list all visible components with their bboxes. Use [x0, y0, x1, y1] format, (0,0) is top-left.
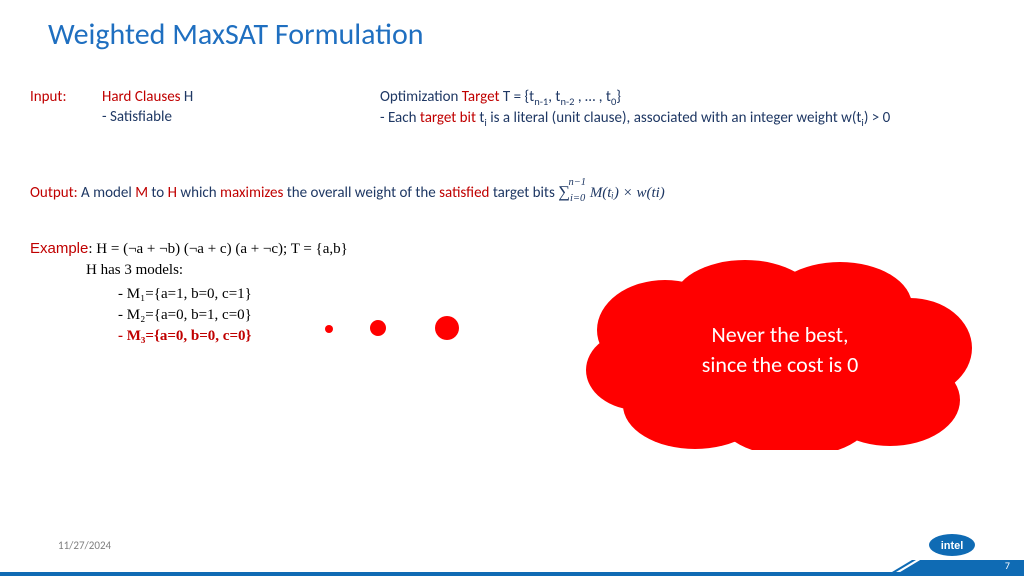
opt-target-word: Target [462, 88, 500, 106]
output-line: Output: A model M to H which maximizes t… [30, 182, 665, 204]
hard-clauses-line: Hard Clauses H [102, 88, 193, 106]
satisfiable-line: - Satisfiable [102, 108, 172, 126]
out-sat: satisfied [439, 184, 489, 202]
input-label: Input: [30, 88, 66, 106]
example-def: : H = (¬a + ¬b) (¬a + c) (a + ¬c); T = {… [88, 241, 348, 257]
thought-dot-1 [325, 325, 333, 333]
opt-rest1: T = {t [500, 88, 535, 106]
out-mid2: which [177, 184, 220, 202]
out-H: H [168, 184, 177, 202]
hard-clauses-text: Hard Clauses [102, 88, 181, 106]
thought-dot-3 [435, 316, 459, 340]
model-3: - M₃={a=0, b=0, c=0} [118, 326, 252, 347]
out-mid4: target bits [489, 184, 558, 202]
out-mid1: to [148, 184, 168, 202]
each-target-bit: target bit [420, 109, 476, 127]
model-list: - M₁={a=1, b=0, c=1} - M₂={a=0, b=1, c=0… [118, 284, 252, 347]
opt-sub2: n-2 [560, 95, 574, 108]
output-label: Output: [30, 184, 78, 202]
opt-rest2: , t [548, 88, 560, 106]
sum-lo: i=0 [570, 193, 585, 204]
footer-bar [0, 560, 1024, 576]
slide: Weighted MaxSAT Formulation Input: Hard … [0, 0, 1024, 576]
cloud-line1: Never the best, [712, 321, 849, 348]
thought-dot-2 [370, 320, 386, 336]
out-pre: A model [78, 184, 136, 202]
cloud-text: Never the best, since the cost is 0 [600, 320, 960, 379]
example-line: Example: H = (¬a + ¬b) (¬a + c) (a + ¬c)… [30, 240, 348, 258]
model-1: - M₁={a=1, b=0, c=1} [118, 284, 252, 305]
opt-rest3: , … , t [575, 88, 611, 106]
out-M: M [135, 184, 148, 202]
example-label: Example [30, 240, 88, 257]
page-number: 7 [1005, 559, 1010, 572]
hard-symbol: H [181, 88, 194, 106]
each-mid3: ) > 0 [864, 109, 890, 127]
opt-rest4: } [616, 88, 621, 106]
intel-logo: intel [928, 533, 976, 562]
each-target-bit-line: - Each target bit ti is a literal (unit … [380, 108, 980, 130]
each-mid2: is a literal (unit clause), associated w… [487, 109, 862, 127]
footer-date: 11/27/2024 [58, 539, 111, 552]
sum-expr: ∑i=0n−1 M(tᵢ) × w(ti) [558, 185, 665, 201]
cloud-line2: since the cost is 0 [702, 351, 858, 378]
out-max: maximizes [220, 184, 283, 202]
opt-sub1: n-1 [534, 95, 548, 108]
logo-text: intel [941, 540, 964, 552]
models-header: H has 3 models: [86, 262, 183, 279]
sum-hi: n−1 [568, 177, 586, 188]
slide-title: Weighted MaxSAT Formulation [48, 16, 424, 53]
out-mid3: the overall weight of the [283, 184, 439, 202]
each-pre: - Each [380, 109, 420, 127]
sum-body: M(tᵢ) × w(ti) [586, 185, 665, 201]
opt-pre: Optimization [380, 88, 462, 106]
model-2: - M₂={a=0, b=1, c=0} [118, 305, 252, 326]
optimization-target-line: Optimization Target T = {tn-1, tn-2 , … … [380, 88, 621, 108]
